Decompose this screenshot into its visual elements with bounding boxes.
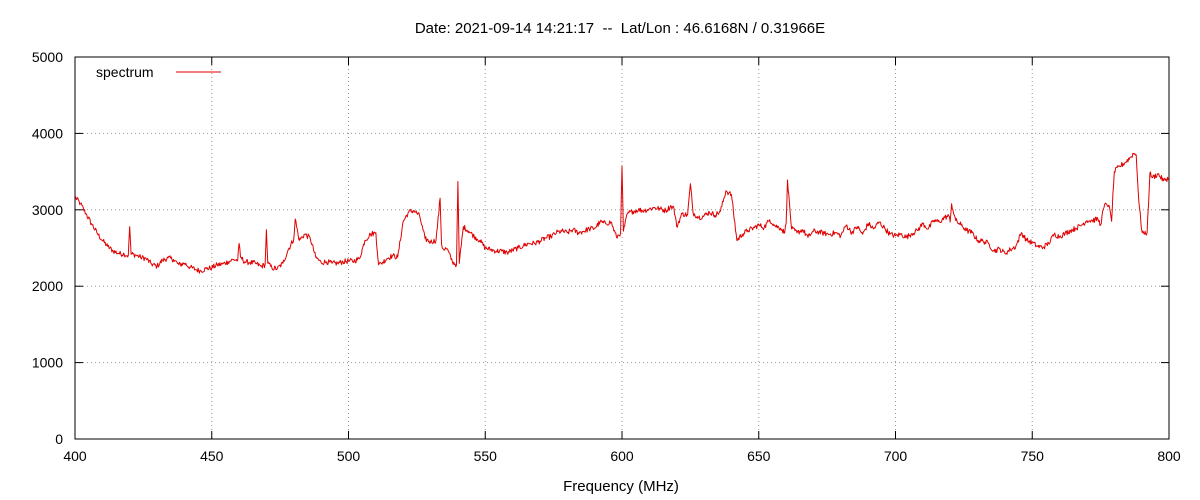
y-tick-label: 2000 [32,278,63,294]
x-tick-label: 400 [63,448,87,464]
y-tick-label: 3000 [32,202,63,218]
y-tick-label: 0 [55,431,63,447]
x-tick-label: 600 [610,448,634,464]
y-tick-label: 4000 [32,125,63,141]
x-axis: 400 450 500 550 600 650 700 750 800 [63,57,1181,464]
y-axis: 0 1000 2000 3000 4000 5000 [32,49,1169,447]
x-tick-label: 700 [884,448,908,464]
x-tick-label: 450 [200,448,224,464]
x-tick-label: 550 [474,448,498,464]
x-tick-label: 800 [1157,448,1181,464]
chart-title: Date: 2021-09-14 14:21:17 -- Lat/Lon : 4… [415,20,825,37]
x-tick-label: 500 [337,448,361,464]
legend-label-spectrum: spectrum [96,64,154,80]
legend: spectrum [96,64,221,80]
x-tick-label: 750 [1021,448,1045,464]
x-axis-label: Frequency (MHz) [563,478,679,495]
y-tick-label: 5000 [32,49,63,65]
x-tick-label: 650 [747,448,771,464]
spectrum-series-line [75,152,1170,274]
y-tick-label: 1000 [32,355,63,371]
